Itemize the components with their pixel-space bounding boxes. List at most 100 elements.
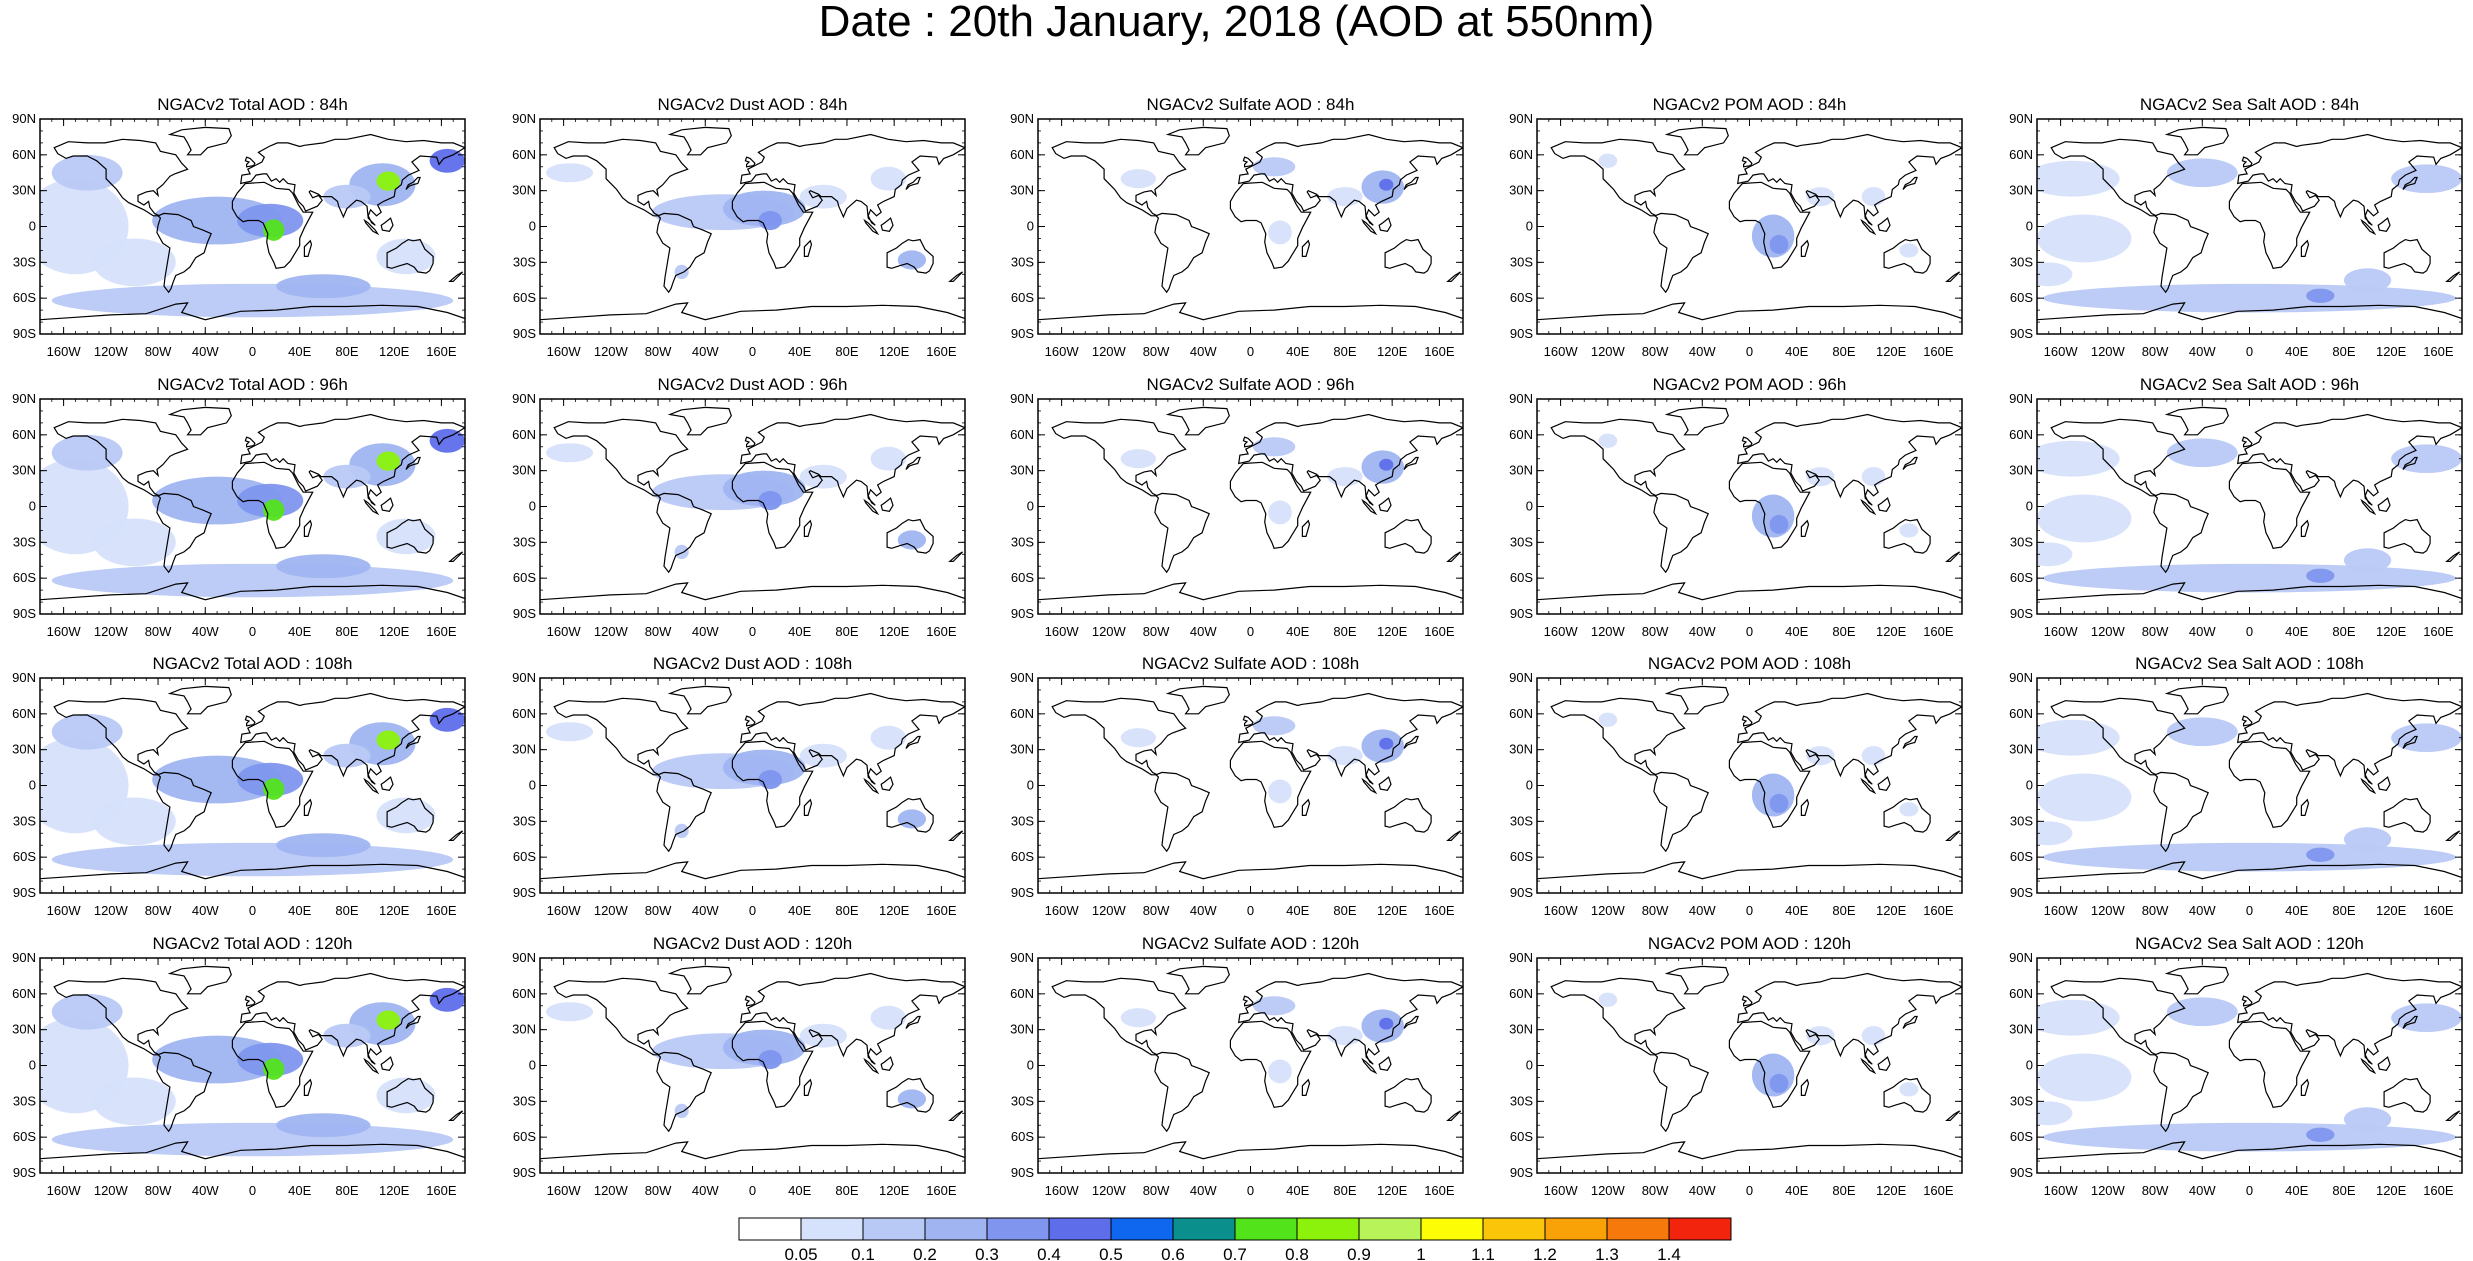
- coastline-antarctica: [1537, 582, 1962, 601]
- lon-label: 80W: [2142, 1183, 2169, 1198]
- panel-title: NGACv2 POM AOD : 120h: [1648, 934, 1851, 953]
- aod-contour: [674, 1103, 689, 1119]
- coastline-sumatra: [1361, 1057, 1378, 1075]
- lat-label: 30S: [513, 254, 536, 269]
- aod-contour: [1899, 523, 1919, 538]
- aod-contour: [323, 184, 371, 209]
- lon-label: 120E: [1876, 1183, 1907, 1198]
- lat-label: 90N: [1010, 391, 1034, 406]
- lon-label: 160E: [2423, 344, 2454, 359]
- coastline-madagascar: [303, 239, 313, 257]
- lat-label: 60S: [513, 1129, 536, 1144]
- coastline-africa: [1728, 1020, 1811, 1108]
- panel-title: NGACv2 Sulfate AOD : 84h: [1147, 95, 1355, 114]
- coastline-greenland: [1165, 406, 1230, 436]
- lat-label: 60N: [12, 427, 36, 442]
- lat-label: 90N: [1010, 111, 1034, 126]
- lon-label: 120E: [2376, 903, 2407, 918]
- lon-label: 0: [1247, 344, 1254, 359]
- lon-label: 80E: [835, 624, 858, 639]
- lon-label: 160E: [926, 1183, 957, 1198]
- lat-label: 60N: [12, 147, 36, 162]
- colorbar-swatch: [1110, 1217, 1174, 1241]
- coastline-north-america: [2050, 977, 2186, 1056]
- coastline-uk: [244, 156, 256, 168]
- coastline-madagascar: [303, 519, 313, 537]
- map-area: [1038, 399, 1463, 614]
- coastline-new-zealand: [948, 830, 964, 841]
- colorbar-swatch: [1606, 1217, 1670, 1241]
- lon-label: 40W: [192, 624, 219, 639]
- lat-label: 90S: [13, 1165, 36, 1180]
- lon-label: 80W: [1642, 344, 1669, 359]
- lat-label: 60N: [512, 986, 536, 1001]
- coastline-north-america: [2050, 418, 2186, 497]
- coastline-new-zealand: [1945, 830, 1961, 841]
- lat-label: 90N: [12, 391, 36, 406]
- coastline-africa: [2228, 461, 2311, 549]
- coastline-north-america: [53, 977, 189, 1056]
- colorbar-swatch: [738, 1217, 802, 1241]
- lon-label: 160E: [1923, 344, 1954, 359]
- coastlines: [2037, 965, 2462, 1160]
- lon-label: 160E: [926, 344, 957, 359]
- lat-label: 90S: [513, 606, 536, 621]
- coastline-australia: [1883, 238, 1931, 274]
- coastline-madagascar: [2300, 239, 2310, 257]
- coastline-africa: [731, 740, 814, 828]
- lat-label: 90S: [2010, 1165, 2033, 1180]
- lon-label: 120W: [594, 903, 629, 918]
- coastline-south-america: [656, 771, 712, 853]
- lon-label: 120E: [879, 1183, 910, 1198]
- lat-label: 60N: [12, 986, 36, 1001]
- aod-contour: [2306, 288, 2335, 303]
- aod-contour: [429, 707, 465, 732]
- map-panel: NGACv2 Sea Salt AOD : 120h 90N 60N 30N 0 30S 6…: [2009, 934, 2463, 1198]
- lon-label: 120W: [1092, 1183, 1127, 1198]
- coastline-eurasia: [239, 692, 465, 785]
- aod-contour: [2306, 1127, 2335, 1142]
- lon-label: 160E: [1424, 903, 1455, 918]
- coastline-uk: [1741, 715, 1753, 727]
- lat-label: 60N: [512, 147, 536, 162]
- lat-label: 0: [1027, 499, 1034, 514]
- aod-contour: [722, 749, 806, 786]
- coastline-south-america: [156, 771, 212, 853]
- panel-title: NGACv2 Total AOD : 108h: [152, 654, 352, 673]
- aod-contour: [1252, 996, 1296, 1016]
- coastline-south-america: [2153, 212, 2209, 294]
- coastline-new-zealand: [1945, 551, 1961, 562]
- aod-contour: [93, 1077, 176, 1126]
- aod-contour: [2166, 438, 2238, 468]
- aod-contour: [2391, 1003, 2462, 1033]
- lat-label: 30N: [1509, 742, 1533, 757]
- lon-label: 120E: [1876, 903, 1907, 918]
- aod-contour: [1252, 716, 1296, 736]
- lon-label: 80W: [1143, 624, 1170, 639]
- aod-contour: [376, 730, 401, 750]
- aod-contour: [276, 554, 371, 579]
- panel-title: NGACv2 Total AOD : 96h: [157, 375, 348, 394]
- coastline-uk: [744, 436, 756, 448]
- lon-label: 0: [749, 624, 756, 639]
- aod-contour: [1598, 433, 1618, 448]
- coastline-eurasia: [2236, 972, 2462, 1065]
- lat-label: 90N: [2009, 111, 2033, 126]
- coastline-australia: [1384, 797, 1432, 833]
- lon-label: 0: [1247, 1183, 1254, 1198]
- lon-label: 80W: [145, 624, 172, 639]
- aod-field: [2037, 997, 2462, 1152]
- colorbar-label: 0.4: [1037, 1245, 1061, 1261]
- lat-label: 90N: [12, 111, 36, 126]
- lat-label: 90N: [2009, 950, 2033, 965]
- coastline-japan: [405, 735, 421, 749]
- colorbar-swatch: [1482, 1217, 1546, 1241]
- coastline-madagascar: [1800, 798, 1810, 816]
- lat-label: 30S: [1011, 813, 1034, 828]
- aod-contour: [2343, 1107, 2392, 1132]
- lon-label: 0: [1746, 903, 1753, 918]
- lon-label: 160W: [47, 1183, 82, 1198]
- aod-contour: [674, 544, 689, 560]
- coastline-south-america: [2153, 1051, 2209, 1133]
- coastline-uk: [1741, 995, 1753, 1007]
